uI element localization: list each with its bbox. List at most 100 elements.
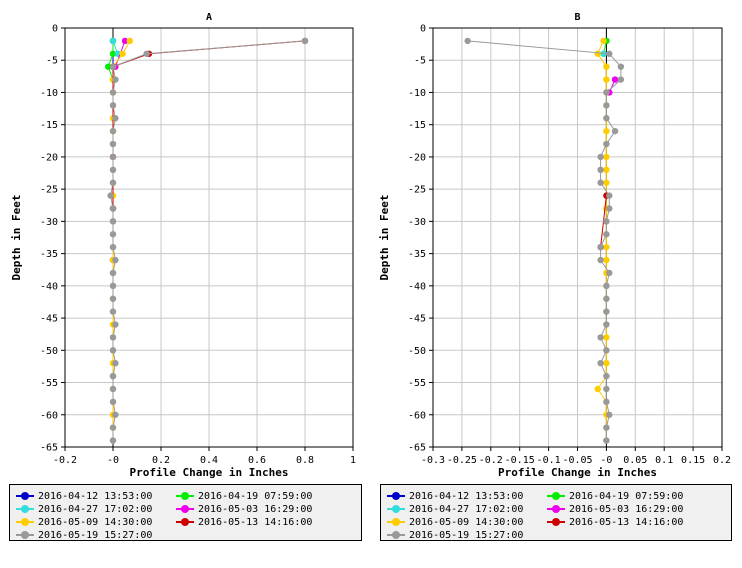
y-tick-label: -35 [40, 249, 58, 260]
legend-marker [181, 492, 189, 500]
data-point [109, 102, 117, 109]
y-tick-label: 0 [52, 24, 58, 35]
data-point [603, 153, 610, 161]
legend-label: 2016-04-12 13:53:00 [409, 490, 524, 502]
legend: 2016-04-12 13:53:00 2016-04-19 07:59:00 20… [9, 484, 362, 541]
legend-swatch [16, 517, 34, 527]
data-point [597, 243, 604, 251]
data-point [606, 192, 613, 199]
legend-swatch [387, 504, 405, 514]
data-point [603, 437, 610, 444]
legend-item: 2016-05-13 14:16:00 [176, 515, 312, 529]
y-tick-label: -10 [40, 88, 58, 99]
data-point [603, 308, 610, 315]
data-point [109, 243, 117, 251]
y-axis-label: Depth in Feet [378, 194, 391, 280]
data-point [603, 243, 610, 251]
legend-marker [552, 492, 560, 500]
legend-item: 2016-05-09 14:30:00 [387, 515, 523, 529]
data-point [603, 424, 610, 431]
data-point [600, 50, 607, 57]
legend-swatch [547, 517, 565, 527]
data-point [112, 321, 119, 328]
data-point [121, 37, 129, 45]
legend-swatch [387, 517, 405, 527]
data-point [109, 437, 117, 444]
data-point [109, 63, 117, 70]
data-point [112, 76, 119, 83]
x-tick-label: 0.1 [655, 455, 673, 466]
data-point [606, 269, 613, 277]
data-point [109, 218, 117, 225]
legend-label: 2016-05-13 14:16:00 [198, 516, 313, 528]
y-tick-label: -30 [408, 217, 426, 228]
x-tick-label: -0 [600, 455, 612, 466]
y-tick-label: -20 [40, 152, 58, 163]
data-point [109, 372, 117, 380]
y-tick-label: -35 [408, 249, 426, 260]
data-point [603, 256, 610, 264]
data-point [597, 179, 604, 186]
data-point [109, 308, 117, 315]
data-point [594, 50, 601, 57]
data-point [603, 76, 610, 83]
chart-panel-b: -0.3 -0.25 -0.2 -0.15 -0.1 -0.05 -0 0.05 0.1 0.15… [378, 12, 731, 479]
legend-label: 2016-04-27 17:02:00 [38, 503, 153, 515]
y-tick-label: -50 [408, 346, 426, 357]
legend-swatch [387, 530, 405, 540]
legend-label: 2016-05-09 14:30:00 [409, 516, 524, 528]
data-point [109, 127, 117, 135]
data-point [603, 102, 610, 109]
data-point [109, 295, 117, 302]
y-tick-label: -5 [414, 56, 426, 67]
legend-swatch [176, 504, 194, 514]
data-point [603, 385, 610, 393]
legend-swatch [176, 491, 194, 501]
y-tick-label: -60 [408, 410, 426, 421]
data-point [597, 166, 604, 174]
data-point [109, 166, 117, 174]
legend-marker [552, 518, 560, 526]
y-axis-label: Depth in Feet [10, 194, 23, 280]
y-tick-label: -15 [40, 120, 58, 131]
data-point [112, 115, 119, 122]
data-point [603, 115, 610, 122]
y-tick-label: -40 [408, 281, 426, 292]
legend-item: 2016-05-09 14:30:00 [16, 515, 152, 529]
series-2016-05-19 15:27:00 [464, 37, 625, 444]
x-tick-label: 1 [350, 455, 356, 466]
data-point [603, 231, 610, 238]
data-point [126, 37, 133, 45]
data-point [603, 179, 610, 186]
data-point [611, 127, 619, 135]
y-tick-label: -15 [408, 120, 426, 131]
data-point [606, 50, 613, 57]
x-tick-label: 0.15 [681, 455, 705, 466]
x-tick-label: 0.2 [152, 455, 170, 466]
x-tick-label: -0.05 [562, 455, 592, 466]
legend-marker [181, 505, 189, 513]
legend-label: 2016-04-12 13:53:00 [38, 490, 153, 502]
legend-marker [21, 492, 29, 500]
y-tick-label: -45 [408, 314, 426, 325]
data-point [109, 398, 117, 406]
x-tick-label: -0.2 [479, 455, 503, 466]
data-point [109, 205, 117, 212]
x-tick-label: -0.1 [537, 455, 561, 466]
data-point [109, 37, 117, 45]
data-point [597, 360, 604, 367]
y-tick-label: -40 [40, 281, 58, 292]
legend-marker [21, 518, 29, 526]
legend-item: 2016-05-19 15:27:00 [16, 528, 152, 542]
legend-item: 2016-05-19 15:27:00 [387, 528, 523, 542]
legend-item: 2016-04-12 13:53:00 [387, 489, 523, 503]
data-point [603, 282, 610, 290]
y-tick-label: -60 [40, 410, 58, 421]
data-point [600, 37, 607, 45]
legend-label: 2016-05-13 14:16:00 [569, 516, 684, 528]
chart-title: A [206, 12, 212, 23]
data-point [617, 76, 625, 83]
chart-title: B [574, 12, 580, 23]
